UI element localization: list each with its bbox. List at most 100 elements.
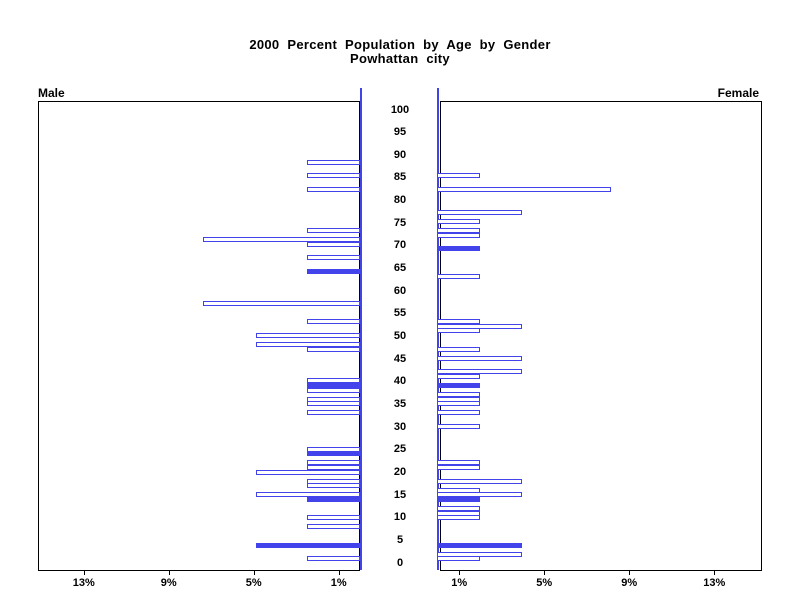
female-bar-age-52 [437,328,480,334]
age-tick-label-5: 5 [396,533,404,546]
female-bar-age-54 [437,319,480,325]
age-tick-label-65: 65 [393,262,407,275]
female-bar-age-53 [437,323,522,329]
male-bar-age-5 [255,542,360,548]
male-bar-age-71 [306,241,360,247]
age-tick-label-35: 35 [393,397,407,410]
male-age-axis-line [360,88,362,570]
female-bar-age-16 [437,492,522,498]
male-bar-age-16 [255,492,360,498]
male-bar-age-74 [306,228,360,233]
male-pct-tick-1 [338,570,340,575]
female-bar-age-36 [437,401,480,407]
male-bar-age-15 [306,496,360,502]
male-bar-age-26 [306,446,360,452]
female-bar-age-13 [437,506,480,512]
male-bar-age-11 [306,515,360,521]
age-tick-label-75: 75 [393,216,407,229]
age-tick-label-90: 90 [393,148,407,161]
age-tick-label-50: 50 [393,330,407,342]
age-tick-label-40: 40 [393,375,407,388]
female-bar-age-46 [437,355,522,361]
chart-title: 2000 Percent Population by Age by Gender… [0,38,800,66]
male-bar-age-37 [306,396,360,402]
male-bar-age-51 [255,332,360,338]
male-series-label: Male [38,86,65,100]
female-pct-tick-13 [714,570,716,575]
chart-title-line1: 2000 Percent Population by Age by Gender [249,37,551,52]
male-bar-age-22 [306,465,360,471]
female-bar-age-2 [437,556,480,562]
female-bar-age-3 [437,551,522,557]
male-bar-age-68 [306,255,360,261]
male-bar-age-41 [306,378,360,384]
female-bar-age-31 [437,424,480,429]
female-bar-age-48 [437,346,480,352]
male-bar-age-83 [306,186,360,192]
age-tick-label-60: 60 [393,284,407,297]
female-bar-age-37 [437,396,480,402]
chart-title-line2: Powhattan city [350,51,450,66]
female-bar-age-76 [437,218,480,224]
age-tick-label-55: 55 [393,307,407,320]
age-tick-label-85: 85 [393,171,407,184]
age-tick-label-70: 70 [393,239,407,252]
female-bar-age-12 [437,510,480,516]
male-bar-age-34 [306,410,360,416]
male-bar-age-65 [306,269,360,275]
female-bar-age-38 [437,392,480,398]
female-pct-tick-label-5: 5% [536,577,553,589]
female-bar-age-15 [437,496,480,502]
male-pct-tick-label-9: 9% [160,577,177,589]
female-bar-age-73 [437,232,480,238]
male-bar-age-18 [306,483,360,489]
age-tick-label-95: 95 [393,126,407,139]
female-bar-age-40 [437,382,480,388]
male-bar-age-36 [306,401,360,407]
age-tick-label-100: 100 [390,103,410,116]
age-tick-label-80: 80 [393,194,407,207]
female-bar-age-74 [437,228,480,233]
male-pct-tick-label-1: 1% [330,577,347,589]
male-bar-age-2 [306,556,360,562]
female-bar-age-43 [437,369,522,375]
female-bar-age-86 [437,173,480,179]
age-tick-label-25: 25 [393,443,407,456]
age-tick-label-0: 0 [396,556,404,569]
male-bar-age-21 [255,469,360,475]
male-bar-age-48 [306,346,360,352]
male-bar-age-39 [306,387,360,393]
age-tick-label-30: 30 [393,420,407,433]
age-tick-label-20: 20 [393,465,407,478]
male-bar-age-23 [306,460,360,466]
female-pct-tick-5 [544,570,546,575]
male-bar-age-25 [306,451,360,457]
male-bar-age-19 [306,478,360,484]
female-bar-age-17 [437,487,480,493]
female-bar-age-34 [437,410,480,416]
female-bar-age-64 [437,273,480,279]
female-pct-tick-label-9: 9% [621,577,638,589]
male-bar-age-86 [306,173,360,179]
female-pct-tick-1 [459,570,461,575]
age-tick-label-10: 10 [393,511,407,524]
female-bar-age-11 [437,515,480,521]
male-pct-tick-label-13: 13% [72,577,95,589]
female-bar-age-78 [437,209,522,215]
female-series-label: Female [717,86,759,100]
male-pct-tick-13 [83,570,85,575]
male-bar-age-72 [202,237,360,243]
female-pct-tick-9 [629,570,631,575]
male-bar-age-58 [202,300,360,306]
male-bar-age-40 [306,382,360,388]
female-bar-age-70 [437,246,480,252]
male-pct-tick-label-5: 5% [245,577,262,589]
male-bar-age-54 [306,319,360,325]
male-bar-age-9 [306,524,360,530]
age-tick-label-45: 45 [393,352,407,365]
female-pct-tick-label-13: 13% [703,577,726,589]
male-bar-age-89 [306,159,360,165]
female-bar-age-23 [437,460,480,466]
female-bar-age-42 [437,373,480,379]
female-bar-age-5 [437,542,522,548]
